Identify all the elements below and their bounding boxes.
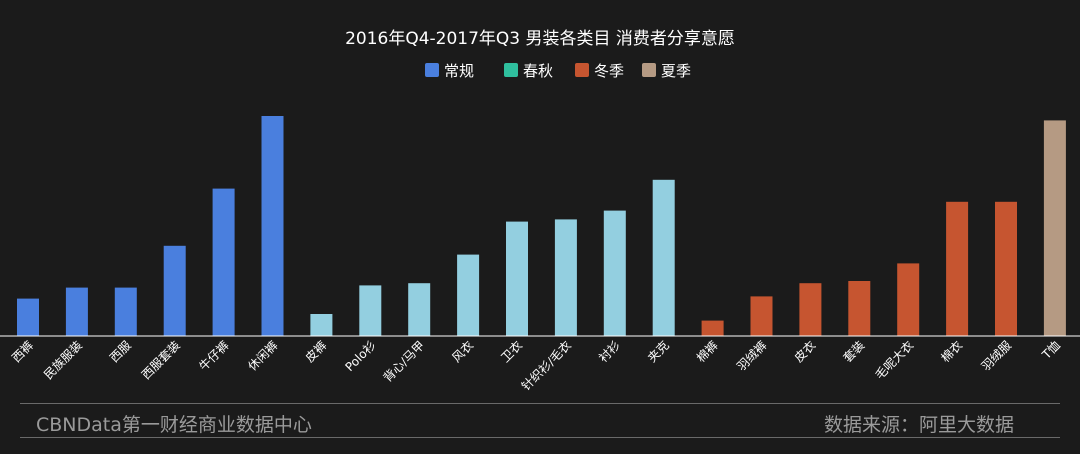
- bar: [114, 287, 137, 336]
- bar: [603, 210, 626, 336]
- x-tick-label: 羽绒服: [979, 338, 1014, 373]
- x-tick-label: 卫衣: [498, 338, 526, 366]
- legend-label: 冬季: [594, 62, 624, 80]
- x-tick-label: 羽绒裤: [734, 338, 769, 373]
- bar: [408, 283, 431, 336]
- chart-legend: 常规 春秋 冬季 夏季: [425, 62, 691, 80]
- footer-divider-bottom: [20, 437, 1060, 438]
- bar: [652, 179, 675, 336]
- legend-label: 常规: [444, 62, 474, 80]
- x-tick-label: 皮衣: [791, 338, 819, 366]
- bar: [848, 281, 871, 336]
- x-tick-label: Polo衫: [342, 338, 378, 374]
- x-tick-label: 背心/马甲: [381, 338, 428, 385]
- x-tick-label: 套装: [841, 338, 868, 365]
- x-tick-label: 毛呢大衣: [872, 338, 917, 383]
- chart-title: 2016年Q4-2017年Q3 男装各类目 消费者分享意愿: [345, 29, 735, 49]
- x-tick-label: 棉衣: [938, 338, 966, 366]
- bar: [946, 201, 969, 336]
- x-tick-label: 棉裤: [694, 338, 721, 365]
- x-tick-label: 牛仔裤: [196, 338, 232, 374]
- legend-swatch: [504, 63, 518, 77]
- bar: [163, 245, 186, 336]
- bar: [701, 320, 724, 336]
- x-tick-label: 针织衫/毛衣: [518, 338, 574, 394]
- bar: [212, 188, 235, 336]
- bar: [261, 116, 284, 336]
- x-tick-label: 皮裤: [303, 338, 330, 365]
- x-tick-label: 西服: [107, 338, 134, 365]
- x-tick-label: 休闲裤: [245, 338, 280, 373]
- bar: [457, 254, 480, 336]
- footer-source: 数据来源：阿里大数据: [823, 414, 1014, 436]
- bar: [17, 298, 39, 336]
- bar: [65, 287, 88, 336]
- x-tick-label: 民族服装: [41, 338, 85, 382]
- x-tick-label: 风衣: [449, 338, 477, 366]
- footer-brand: CBNData第一财经商业数据中心: [36, 414, 312, 436]
- bar: [506, 221, 528, 336]
- legend-swatch: [642, 63, 656, 77]
- bar: [995, 201, 1017, 336]
- x-tick-label: 衬衫: [596, 338, 623, 365]
- bar-group: [17, 116, 1066, 337]
- legend-label: 夏季: [661, 62, 691, 80]
- x-tick-label: 夹克: [645, 338, 672, 365]
- bar: [310, 314, 333, 336]
- x-tick-label: 西服套装: [139, 338, 183, 382]
- x-tick-label: T恤: [1039, 338, 1063, 362]
- legend-swatch: [575, 63, 589, 77]
- bar: [554, 219, 577, 336]
- footer-divider-top: [20, 403, 1060, 404]
- bar: [359, 285, 382, 336]
- bar: [750, 296, 773, 336]
- bar: [897, 263, 920, 336]
- bar: [799, 283, 822, 336]
- legend-swatch: [425, 63, 439, 77]
- legend-label: 春秋: [523, 62, 553, 80]
- x-tick-label: 西裤: [9, 338, 36, 365]
- bar: [1043, 120, 1066, 337]
- x-tick-labels: 西裤 民族服装 西服 西服套装 牛仔裤 休闲裤 皮裤 Polo衫 背心/马甲 风衣 卫衣针织衫/毛衣…: [9, 338, 1063, 394]
